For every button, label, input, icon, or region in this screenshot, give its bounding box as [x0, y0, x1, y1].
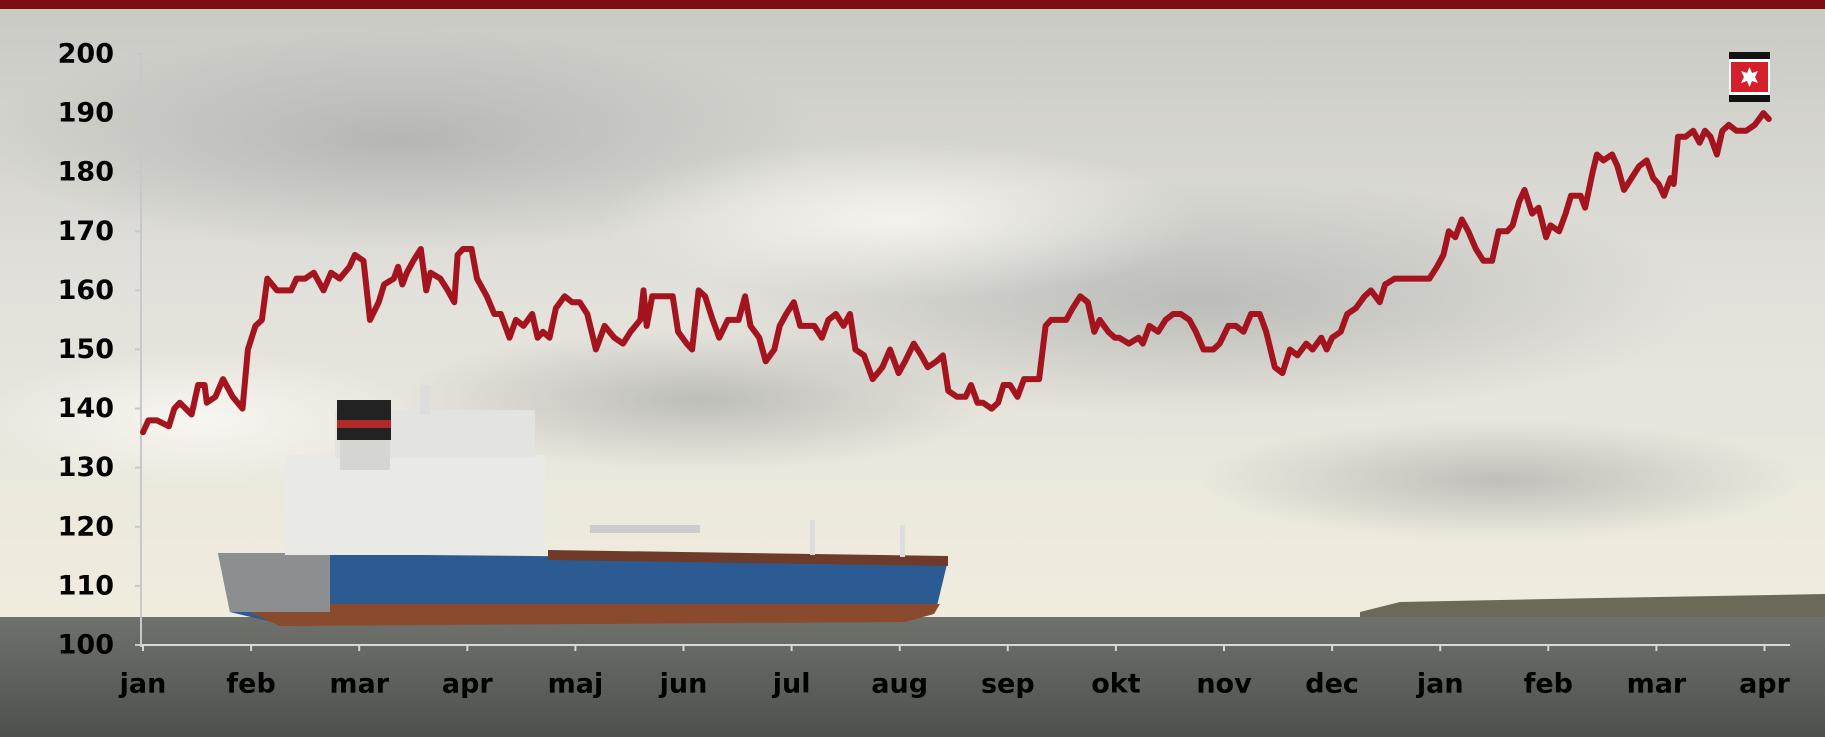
ship [218, 385, 948, 626]
x-tick-label: feb [226, 669, 275, 700]
y-tick-label: 120 [58, 511, 114, 542]
data-line [140, 110, 1772, 436]
logo [1729, 52, 1770, 102]
x-tick-label: apr [442, 669, 494, 700]
x-tick-label: jan [119, 669, 167, 700]
x-tick-label: okt [1091, 669, 1141, 700]
y-tick-label: 140 [58, 393, 114, 424]
y-tick-label: 160 [58, 275, 114, 306]
y-tick-label: 180 [58, 157, 114, 188]
x-tick-label: dec [1305, 669, 1359, 700]
y-tick-label: 100 [58, 630, 114, 661]
x-tick-label: jun [659, 669, 708, 700]
x-tick-label: aug [871, 669, 928, 700]
y-tick-label: 150 [58, 334, 114, 365]
top-bar [0, 0, 1825, 9]
x-tick-label: jan [1416, 669, 1464, 700]
x-tick-label: mar [1627, 669, 1687, 700]
y-tick-label: 170 [58, 216, 114, 247]
y-tick-label: 110 [58, 570, 114, 601]
y-tick-label: 130 [58, 452, 114, 483]
x-tick-label: nov [1196, 669, 1252, 700]
x-tick-label: jul [772, 669, 811, 700]
x-tick-label: sep [981, 669, 1035, 700]
x-tick-label: maj [548, 669, 604, 700]
y-tick-label: 190 [58, 98, 114, 129]
x-tick-label: mar [329, 669, 389, 700]
x-tick-label: feb [1524, 669, 1573, 700]
y-tick-label: 200 [58, 39, 114, 70]
x-tick-label: apr [1739, 669, 1791, 700]
